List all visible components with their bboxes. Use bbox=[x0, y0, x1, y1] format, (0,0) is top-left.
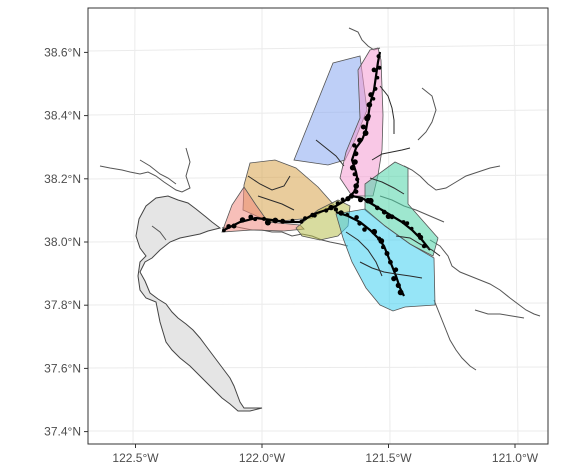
station-point bbox=[418, 234, 424, 240]
station-point bbox=[352, 159, 358, 165]
regions bbox=[221, 47, 439, 312]
station-point bbox=[384, 251, 390, 256]
y-tick-label: 37.6°N bbox=[44, 361, 81, 375]
station-point bbox=[352, 143, 357, 148]
station-point bbox=[312, 213, 317, 218]
station-points bbox=[222, 54, 427, 296]
station-point bbox=[231, 223, 237, 229]
station-point bbox=[365, 113, 371, 119]
station-point bbox=[366, 102, 373, 108]
station-point bbox=[226, 224, 232, 229]
station-point bbox=[338, 210, 344, 216]
y-tick-label: 38.4°N bbox=[44, 109, 81, 123]
bay-water bbox=[135, 195, 263, 412]
station-point bbox=[353, 183, 360, 189]
station-point bbox=[352, 172, 357, 177]
x-tick-label: 121.5°W bbox=[365, 451, 412, 465]
station-point bbox=[248, 214, 254, 220]
station-point bbox=[381, 209, 387, 215]
station-point bbox=[360, 124, 366, 130]
station-point bbox=[362, 130, 369, 137]
station-point bbox=[385, 213, 392, 219]
station-point bbox=[371, 97, 376, 101]
station-point bbox=[395, 282, 401, 288]
station-point bbox=[280, 218, 286, 224]
station-point bbox=[378, 238, 385, 244]
station-point bbox=[421, 243, 427, 249]
station-point bbox=[272, 217, 279, 224]
station-point bbox=[299, 219, 304, 224]
station-point bbox=[262, 216, 266, 221]
station-point bbox=[371, 228, 378, 235]
y-tick-label: 38.6°N bbox=[44, 45, 81, 59]
y-tick-label: 37.4°N bbox=[44, 425, 81, 439]
station-point bbox=[222, 228, 226, 233]
y-axis: 37.4°N 37.6°N 37.8°N 38.0°N 38.2°N 38.4°N 38.6… bbox=[44, 45, 88, 439]
station-point bbox=[397, 289, 404, 296]
station-point bbox=[355, 177, 360, 182]
station-point bbox=[357, 221, 362, 226]
station-point bbox=[362, 227, 367, 232]
region-cyan bbox=[335, 208, 436, 312]
x-axis: 122.5°W 122.0°W 121.5°W 121.0°W bbox=[112, 444, 539, 465]
station-point bbox=[393, 267, 399, 273]
station-point bbox=[239, 217, 246, 223]
station-point bbox=[353, 189, 359, 194]
station-point bbox=[328, 204, 334, 211]
x-tick-label: 122.0°W bbox=[239, 451, 286, 465]
station-point bbox=[333, 207, 339, 212]
station-point bbox=[405, 221, 410, 226]
station-point bbox=[349, 164, 356, 171]
station-point bbox=[324, 208, 329, 213]
station-point bbox=[354, 215, 359, 220]
station-point bbox=[264, 219, 271, 226]
station-point bbox=[353, 151, 359, 157]
station-point bbox=[340, 197, 345, 202]
station-point bbox=[373, 86, 378, 91]
x-tick-label: 122.5°W bbox=[112, 451, 159, 465]
station-point bbox=[358, 197, 363, 203]
station-point bbox=[376, 54, 381, 59]
station-point bbox=[348, 193, 355, 199]
station-point bbox=[368, 92, 374, 98]
station-point bbox=[345, 196, 351, 202]
y-tick-label: 38.0°N bbox=[44, 235, 81, 249]
station-point bbox=[377, 65, 382, 70]
station-point bbox=[290, 218, 295, 223]
station-point bbox=[375, 75, 380, 80]
station-point bbox=[389, 214, 395, 220]
station-point bbox=[401, 220, 406, 225]
panel-border bbox=[87, 7, 549, 445]
station-point bbox=[345, 212, 350, 217]
y-tick-label: 38.2°N bbox=[44, 172, 81, 186]
coastlines bbox=[99, 27, 541, 371]
station-point bbox=[381, 245, 385, 250]
y-tick-label: 37.8°N bbox=[44, 298, 81, 312]
station-point bbox=[375, 205, 380, 211]
station-point bbox=[335, 201, 340, 206]
station-point bbox=[253, 217, 258, 222]
station-point bbox=[357, 137, 363, 143]
x-tick-label: 121.0°W bbox=[492, 451, 539, 465]
station-point bbox=[391, 276, 397, 282]
station-point bbox=[409, 226, 414, 231]
station-point bbox=[367, 197, 374, 204]
station-point bbox=[303, 216, 308, 221]
station-point bbox=[388, 259, 393, 265]
station-point bbox=[371, 67, 377, 73]
